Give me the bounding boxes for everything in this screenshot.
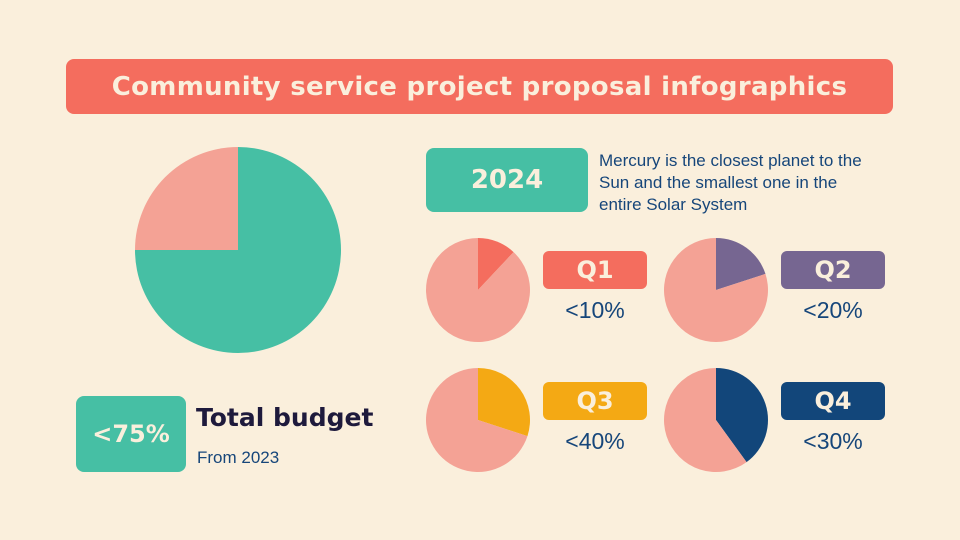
pie-Q2-slice-1 [664,238,768,343]
q1-value: <10% [565,297,625,323]
pie-Q2-slice-0 [716,238,766,290]
pie-Q4-slice-1 [664,368,747,472]
page-title: Community service project proposal infog… [66,59,893,114]
total-budget-label: Total budget [196,403,374,432]
pie-Q1-slice-1 [426,238,530,342]
q2-badge: Q2 [781,251,885,289]
q3-value: <40% [565,428,625,454]
q3-badge: Q3 [543,382,647,420]
pie-Q1-slice-0 [478,238,514,290]
q1-badge: Q1 [543,251,647,289]
pie-total-slice-1 [135,147,238,250]
total-budget-sub: From 2023 [197,448,280,467]
q4-value: <30% [803,428,863,454]
pie-Q3-slice-0 [478,368,530,437]
total-percent-badge: <75% [76,396,186,472]
pie-Q3-slice-1 [426,368,528,472]
q4-badge: Q4 [781,382,885,420]
description: Mercury is the closest planet to the Sun… [599,151,862,214]
year-badge: 2024 [426,148,588,212]
pie-Q4-slice-0 [716,368,769,463]
q2-value: <20% [803,297,863,323]
